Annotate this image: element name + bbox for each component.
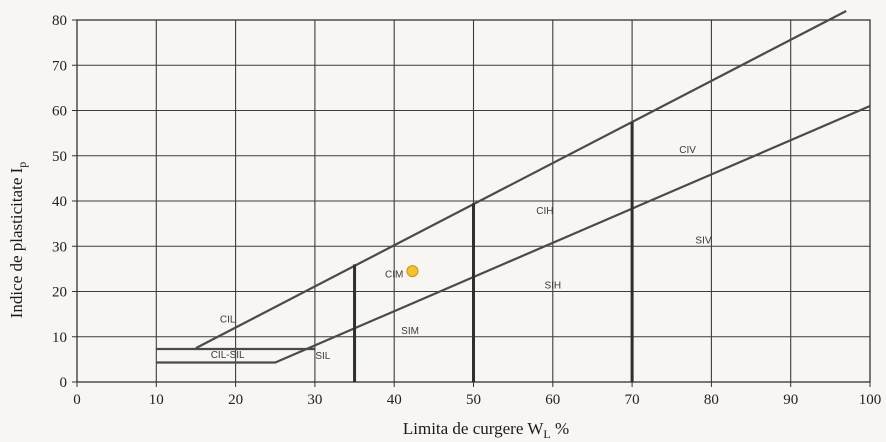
boundary-line-3 bbox=[156, 104, 871, 364]
y-tick-label: 80 bbox=[52, 13, 67, 29]
x-tick-label: 30 bbox=[307, 392, 322, 408]
y-tick-label: 60 bbox=[52, 104, 67, 120]
x-tick-label: 0 bbox=[73, 392, 81, 408]
y-tick-label: 30 bbox=[52, 239, 67, 255]
region-label-cih: CIH bbox=[536, 206, 553, 217]
x-tick-label: 50 bbox=[466, 392, 481, 408]
x-tick-label: 10 bbox=[149, 392, 164, 408]
y-tick-label: 70 bbox=[52, 58, 67, 74]
region-label-cim: CIM bbox=[385, 269, 403, 280]
x-tick-label: 70 bbox=[625, 392, 640, 408]
region-label-cil-sil: CIL-SIL bbox=[211, 350, 245, 361]
sample-point-1 bbox=[406, 265, 419, 278]
grid-lines bbox=[76, 19, 871, 383]
x-tick-label: 90 bbox=[783, 392, 798, 408]
region-label-sil: SIL bbox=[315, 351, 330, 362]
region-label-sim: SIM bbox=[401, 326, 419, 337]
x-tick-label: 20 bbox=[228, 392, 243, 408]
y-axis-title: Indice de plasticitate Ip bbox=[7, 162, 29, 319]
classification-boundaries bbox=[156, 10, 871, 382]
y-tick-label: 0 bbox=[60, 375, 68, 391]
boundary-line-1 bbox=[195, 10, 847, 350]
y-tick-label: 50 bbox=[52, 149, 67, 165]
y-tick-label: 10 bbox=[52, 330, 67, 346]
x-axis-ticks: 0 10 20 30 40 50 60 70 80 90 100 bbox=[73, 382, 881, 408]
x-tick-label: 40 bbox=[387, 392, 402, 408]
region-label-civ: CIV bbox=[679, 145, 696, 156]
y-axis-ticks: 0 10 20 30 40 50 60 70 80 bbox=[52, 13, 77, 391]
y-tick-label: 20 bbox=[52, 285, 67, 301]
region-label-cil: CIL bbox=[220, 315, 236, 326]
region-label-siv: SIV bbox=[695, 235, 711, 246]
y-axis-title-subscript: p bbox=[15, 162, 29, 168]
data-points bbox=[406, 265, 419, 278]
region-label-sih: SIH bbox=[544, 281, 561, 292]
x-tick-label: 100 bbox=[859, 392, 882, 408]
y-tick-label: 40 bbox=[52, 194, 67, 210]
region-labels: CIL CIL-SIL SIL CIM SIM CIH SIH CIV SIV bbox=[211, 145, 712, 362]
x-axis-title: Limita de curgere WL % bbox=[403, 419, 569, 441]
x-axis-title-subscript: L bbox=[543, 427, 550, 441]
x-axis-title-unit: % bbox=[551, 419, 569, 438]
x-tick-label: 80 bbox=[704, 392, 719, 408]
x-tick-label: 60 bbox=[545, 392, 560, 408]
